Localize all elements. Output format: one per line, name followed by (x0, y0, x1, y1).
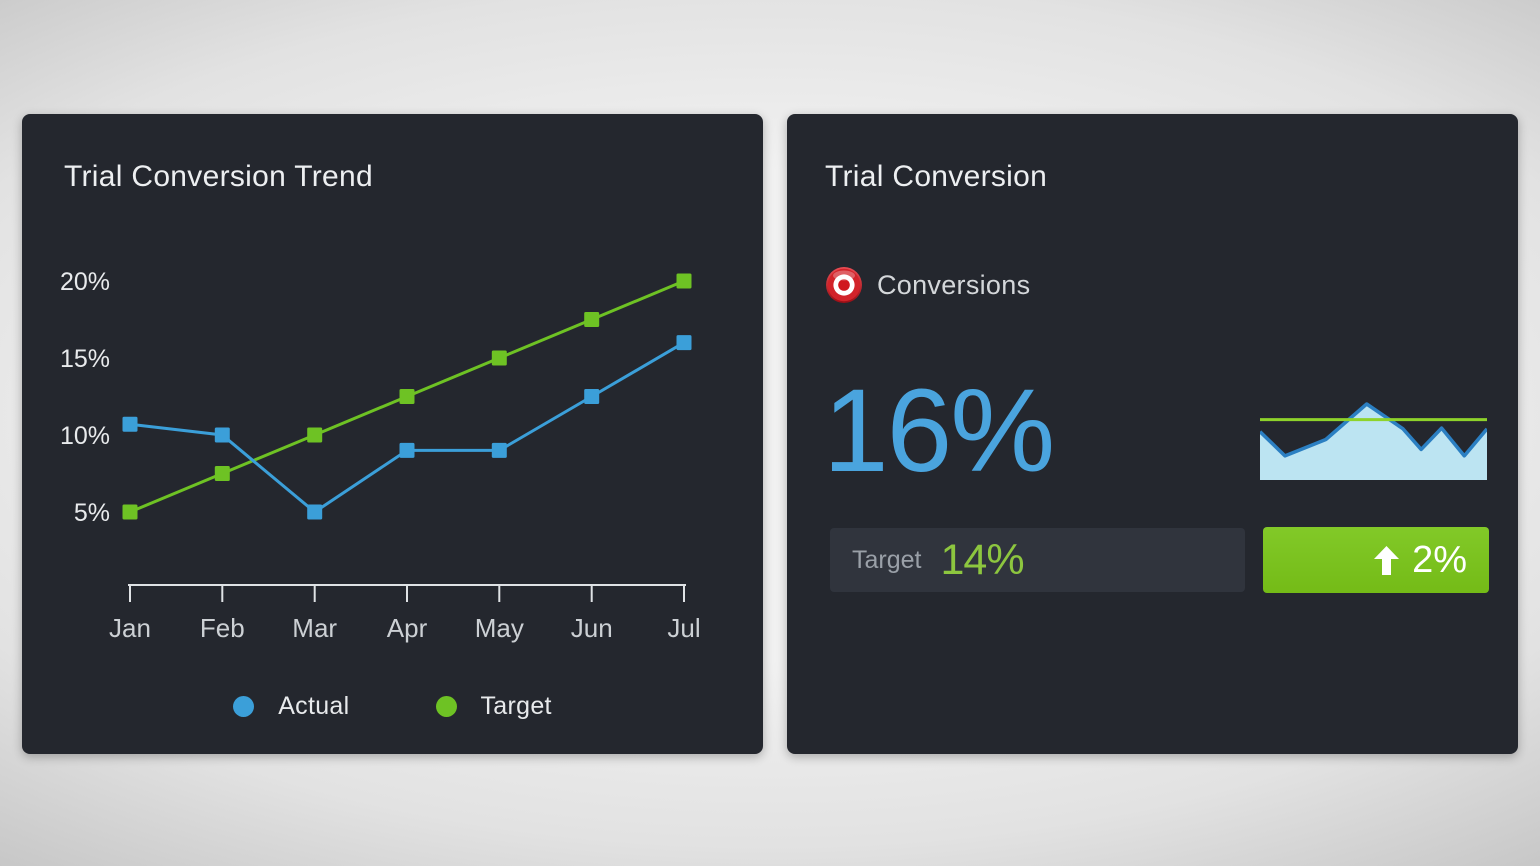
trend-card-title: Trial Conversion Trend (64, 160, 373, 193)
arrow-up-icon (1374, 545, 1400, 575)
svg-text:Jul: Jul (667, 613, 700, 643)
target-dot-icon (435, 696, 457, 717)
kpi-card-title: Trial Conversion (825, 160, 1048, 193)
svg-text:20%: 20% (60, 268, 110, 296)
svg-text:May: May (475, 613, 524, 643)
legend-item-actual[interactable]: Actual (233, 692, 349, 721)
kpi-label: Conversions (877, 269, 1031, 300)
svg-text:Mar: Mar (292, 613, 337, 643)
svg-text:10%: 10% (60, 422, 110, 450)
svg-text:15%: 15% (60, 345, 110, 373)
kpi-value: 16% (823, 365, 1055, 497)
kpi-row: Conversions (825, 266, 1030, 304)
svg-text:Jan: Jan (109, 613, 151, 643)
legend-label-actual: Actual (278, 692, 350, 720)
chart-legend: Actual Target (22, 692, 763, 721)
bullseye-icon (826, 267, 862, 303)
delta-badge: 2% (1263, 527, 1489, 593)
svg-text:Jun: Jun (571, 613, 613, 643)
trend-chart: 20% 15% 10% 5% Jan Feb Mar Apr May Jun Jul (60, 268, 701, 643)
kpi-card: Trial Conversion Conversions 16% Target … (787, 114, 1518, 754)
legend-label-target: Target (480, 692, 552, 720)
target-box: Target 14% (830, 528, 1245, 592)
target-value: 14% (940, 535, 1024, 584)
trend-card: Trial Conversion Trend 20% 15% 10% 5% Jan Feb… (22, 114, 763, 754)
sparkline-chart (1260, 402, 1487, 480)
legend-item-target[interactable]: Target (435, 692, 552, 721)
svg-text:5%: 5% (74, 499, 110, 527)
target-label: Target (852, 545, 922, 574)
svg-text:Feb: Feb (200, 613, 245, 643)
svg-text:Apr: Apr (387, 613, 428, 643)
actual-dot-icon (233, 696, 255, 717)
delta-value: 2% (1412, 538, 1467, 581)
